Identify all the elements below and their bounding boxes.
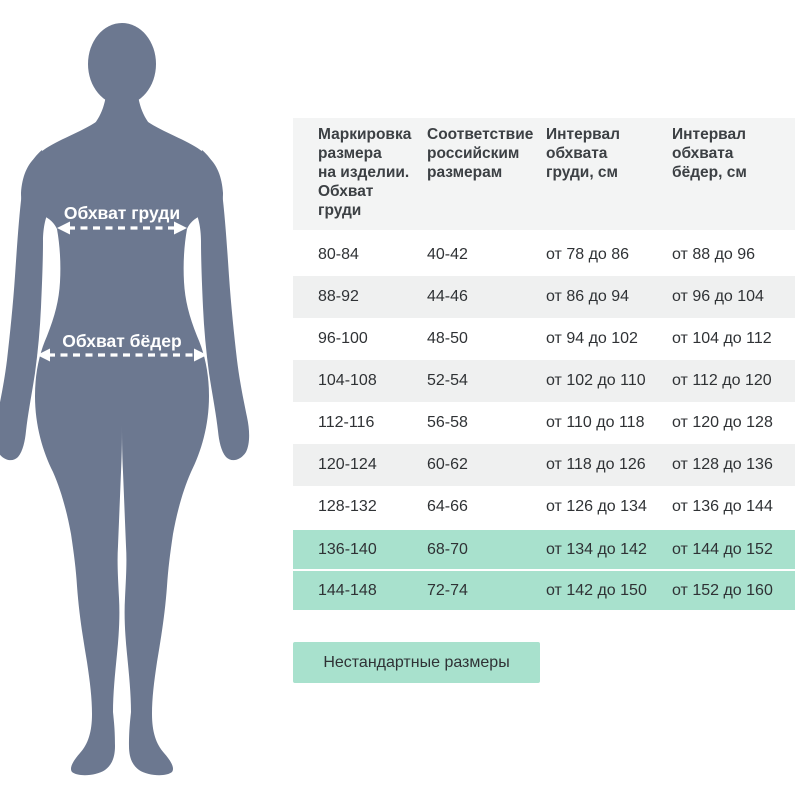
body-silhouette-svg: Обхват груди Обхват бёдер: [0, 23, 250, 776]
cell-hips-interval: от 128 до 136: [672, 456, 773, 473]
table-row: 144-148 72-74 от 142 до 150 от 152 до 160: [293, 571, 795, 610]
cell-hips-interval: от 112 до 120: [672, 372, 772, 389]
cell-marking: 88-92: [318, 288, 359, 305]
cell-marking: 96-100: [318, 330, 368, 347]
header-marking: Маркировка размера на изделии. Обхват гр…: [318, 126, 412, 219]
arrow-right-icon: [174, 221, 187, 235]
cell-chest-interval: от 134 до 142: [546, 540, 647, 558]
table-header-row: Маркировка размера на изделии. Обхват гр…: [293, 118, 795, 230]
cell-hips-interval: от 96 до 104: [672, 288, 764, 305]
table-row: 104-108 52-54 от 102 до 110 от 112 до 120: [293, 360, 795, 402]
cell-hips-interval: от 88 до 96: [672, 246, 756, 263]
cell-hips-interval: от 136 до 144: [672, 498, 773, 515]
cell-russian-size: 52-54: [427, 372, 468, 389]
cell-russian-size: 60-62: [427, 456, 468, 473]
table-row: 80-84 40-42 от 78 до 86 от 88 до 96: [293, 234, 795, 276]
cell-chest-interval: от 78 до 86: [546, 246, 630, 263]
cell-hips-interval: от 152 до 160: [672, 581, 773, 599]
table-row: 96-100 48-50 от 94 до 102 от 104 до 112: [293, 318, 795, 360]
nonstandard-sizes-badge: Нестандартные размеры: [293, 642, 540, 683]
cell-chest-interval: от 94 до 102: [546, 330, 638, 347]
table-row: 136-140 68-70 от 134 до 142 от 144 до 152: [293, 530, 795, 569]
cell-russian-size: 40-42: [427, 246, 468, 263]
cell-hips-interval: от 104 до 112: [672, 330, 772, 347]
body-silhouette: Обхват груди Обхват бёдер: [0, 0, 256, 780]
table-row: 88-92 44-46 от 86 до 94 от 96 до 104: [293, 276, 795, 318]
cell-chest-interval: от 102 до 110: [546, 372, 646, 389]
cell-chest-interval: от 118 до 126: [546, 456, 646, 473]
cell-marking: 104-108: [318, 372, 377, 389]
cell-chest-interval: от 110 до 118: [546, 414, 645, 431]
cell-russian-size: 44-46: [427, 288, 468, 305]
table-row: 128-132 64-66 от 126 до 134 от 136 до 144: [293, 486, 795, 528]
cell-marking: 128-132: [318, 498, 377, 515]
cell-chest-interval: от 142 до 150: [546, 581, 647, 599]
hips-measure-label: Обхват бёдер: [62, 331, 181, 351]
cell-marking: 112-116: [318, 414, 375, 431]
table-row: 112-116 56-58 от 110 до 118 от 120 до 128: [293, 402, 795, 444]
arrow-left-icon: [57, 221, 70, 235]
cell-marking: 136-140: [318, 540, 377, 558]
cell-russian-size: 64-66: [427, 498, 468, 515]
chest-measure-label: Обхват груди: [64, 203, 180, 223]
table-body: 80-84 40-42 от 78 до 86 от 88 до 96 88-92 44-…: [293, 234, 795, 610]
cell-russian-size: 68-70: [427, 540, 468, 558]
cell-russian-size: 56-58: [427, 414, 468, 431]
cell-hips-interval: от 144 до 152: [672, 540, 773, 558]
cell-russian-size: 72-74: [427, 581, 468, 599]
header-russian-size: Соответствие российским размерам: [427, 126, 534, 181]
arrow-left-icon: [37, 348, 50, 362]
chest-measure-line: [57, 221, 187, 235]
size-table: Маркировка размера на изделии. Обхват гр…: [293, 118, 795, 610]
cell-hips-interval: от 120 до 128: [672, 414, 773, 431]
cell-chest-interval: от 86 до 94: [546, 288, 630, 305]
cell-russian-size: 48-50: [427, 330, 468, 347]
header-chest-interval: Интервал обхвата груди, см: [546, 126, 620, 181]
cell-chest-interval: от 126 до 134: [546, 498, 647, 515]
hips-measure-line: [37, 348, 207, 362]
silhouette-shape: [0, 23, 250, 776]
arrow-right-icon: [194, 348, 207, 362]
table-row: 120-124 60-62 от 118 до 126 от 128 до 136: [293, 444, 795, 486]
cell-marking: 80-84: [318, 246, 359, 263]
cell-marking: 144-148: [318, 581, 377, 599]
header-hips-interval: Интервал обхвата бёдер, см: [672, 126, 747, 181]
cell-marking: 120-124: [318, 456, 377, 473]
